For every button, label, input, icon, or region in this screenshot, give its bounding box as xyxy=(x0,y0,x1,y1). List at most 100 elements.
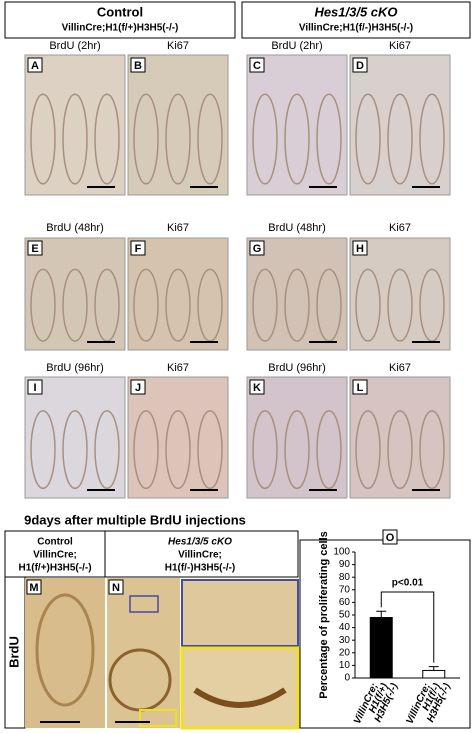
crypt xyxy=(316,93,342,185)
crypt xyxy=(94,93,120,185)
panel-label-box xyxy=(352,240,368,256)
y-tick-label: 10 xyxy=(339,660,351,671)
tissue xyxy=(193,687,287,708)
crypt xyxy=(133,93,159,185)
bar xyxy=(369,617,393,679)
crypt xyxy=(284,93,310,185)
crypt xyxy=(62,93,88,185)
panel-label-box xyxy=(352,57,368,73)
crypt xyxy=(284,268,310,342)
panel-label: J xyxy=(135,382,141,394)
annotation: p<0.01 xyxy=(392,578,424,589)
y-tick-label: 70 xyxy=(339,584,351,595)
panel-label: F xyxy=(135,243,142,255)
y-tick-label: 80 xyxy=(339,572,351,583)
crypt xyxy=(165,93,191,185)
panel-label: N xyxy=(112,582,120,594)
panel-label-box xyxy=(130,57,146,73)
header-box xyxy=(104,530,299,578)
crypt xyxy=(165,268,191,342)
crypt xyxy=(30,268,56,342)
section-title: 9days after multiple BrdU injections xyxy=(24,512,246,527)
micrograph xyxy=(127,54,229,196)
panel-label-box xyxy=(108,579,124,595)
crypt xyxy=(165,410,191,490)
micrograph xyxy=(127,376,229,499)
panel-label: I xyxy=(33,382,36,394)
crypt xyxy=(284,410,310,490)
stain-label: BrdU (96hr) xyxy=(46,362,103,374)
panel-label: K xyxy=(253,382,261,394)
micrograph xyxy=(24,376,126,499)
stain-label: BrdU (48hr) xyxy=(46,222,103,234)
y-axis-title: Percentage of proliferating cells xyxy=(318,531,330,699)
panel-label: G xyxy=(253,243,262,255)
stain-label: Ki67 xyxy=(389,362,411,374)
crypt xyxy=(419,410,445,490)
zoom-box xyxy=(139,709,177,727)
header-box xyxy=(241,1,471,39)
y-tick-label: 50 xyxy=(339,610,351,621)
crypt xyxy=(355,93,381,185)
micrograph-zoom xyxy=(181,579,299,647)
stain-label: Ki67 xyxy=(389,40,411,52)
genotype: H1(f/-)H3H5(-/-) xyxy=(165,563,236,574)
panel-label: C xyxy=(253,60,261,72)
panel-label: E xyxy=(31,243,38,255)
zoom-box xyxy=(129,595,159,613)
y-tick-label: 40 xyxy=(339,622,351,633)
y-tick-label: 0 xyxy=(344,673,350,684)
crypt xyxy=(387,410,413,490)
panel-label-box xyxy=(249,57,265,73)
panel-label: M xyxy=(29,582,38,594)
crypt xyxy=(30,410,56,490)
header-box xyxy=(4,1,236,39)
genotype: VillinCre; xyxy=(178,550,222,561)
micrograph xyxy=(246,376,348,499)
stain-label: BrdU (2hr) xyxy=(49,40,100,52)
panel-label-box xyxy=(27,379,43,395)
micrograph xyxy=(349,376,451,499)
genotype: VillinCre;H1(f/-)H3H5(-/-) xyxy=(299,23,413,34)
panel-label: D xyxy=(356,60,364,72)
panel-label-box xyxy=(382,529,398,545)
bar xyxy=(422,669,446,679)
crypt xyxy=(355,410,381,490)
panel-label: A xyxy=(31,60,39,72)
stain-label: BrdU (2hr) xyxy=(271,40,322,52)
crypt xyxy=(419,93,445,185)
y-tick-label: 30 xyxy=(339,635,351,646)
panel-label-box xyxy=(352,379,368,395)
micrograph xyxy=(246,54,348,196)
crypt xyxy=(252,93,278,185)
crypt xyxy=(197,410,223,490)
panel-label-box xyxy=(130,379,146,395)
y-tick-label: 20 xyxy=(339,647,351,658)
micrograph xyxy=(107,578,180,728)
stain-label: Ki67 xyxy=(167,40,189,52)
crypt xyxy=(252,268,278,342)
group-title: Hes1/3/5 cKO xyxy=(314,4,397,19)
row-label: BrdU xyxy=(6,636,21,668)
genotype: VillinCre;H1(f/+)H3H5(-/-) xyxy=(62,23,179,34)
group-title: Control xyxy=(97,4,143,19)
crypt xyxy=(387,93,413,185)
micrograph-zoom xyxy=(180,646,300,730)
error-bar xyxy=(376,610,387,618)
panel-label-box xyxy=(27,57,43,73)
stain-label: BrdU (48hr) xyxy=(268,222,325,234)
panel-label-box xyxy=(27,240,43,256)
panel-label: O xyxy=(386,532,395,544)
panel-label-box xyxy=(26,579,42,595)
genotype: VillinCre; xyxy=(33,550,77,561)
tissue xyxy=(35,593,95,707)
significance-bracket xyxy=(380,591,435,663)
crypt xyxy=(62,410,88,490)
micrograph xyxy=(24,237,126,351)
crypt xyxy=(316,410,342,490)
micrograph xyxy=(246,237,348,351)
error-bar xyxy=(428,666,439,671)
panel-label-box xyxy=(130,240,146,256)
micrograph xyxy=(349,237,451,351)
